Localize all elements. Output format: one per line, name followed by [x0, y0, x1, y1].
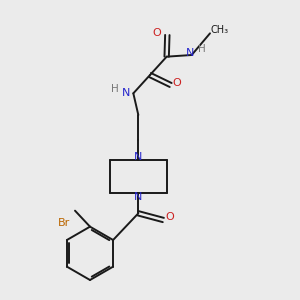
Text: H: H — [198, 44, 206, 54]
Text: O: O — [152, 28, 161, 38]
Text: O: O — [172, 78, 181, 88]
Text: N: N — [134, 192, 142, 202]
Text: Br: Br — [58, 218, 70, 228]
Text: O: O — [166, 212, 174, 222]
Text: N: N — [134, 152, 142, 162]
Text: CH₃: CH₃ — [211, 25, 229, 35]
Text: N: N — [122, 88, 130, 98]
Text: N: N — [186, 48, 194, 58]
Text: H: H — [111, 84, 119, 94]
